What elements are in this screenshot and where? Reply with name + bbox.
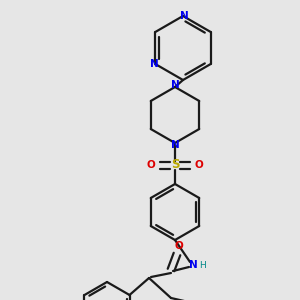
Text: N: N	[171, 80, 179, 90]
Text: N: N	[171, 140, 179, 150]
Text: N: N	[180, 11, 188, 21]
Text: N: N	[189, 260, 197, 270]
Text: H: H	[199, 262, 206, 271]
Text: O: O	[147, 160, 155, 170]
Text: O: O	[175, 241, 183, 251]
Text: S: S	[171, 158, 179, 172]
Text: N: N	[150, 59, 159, 69]
Text: O: O	[195, 160, 203, 170]
